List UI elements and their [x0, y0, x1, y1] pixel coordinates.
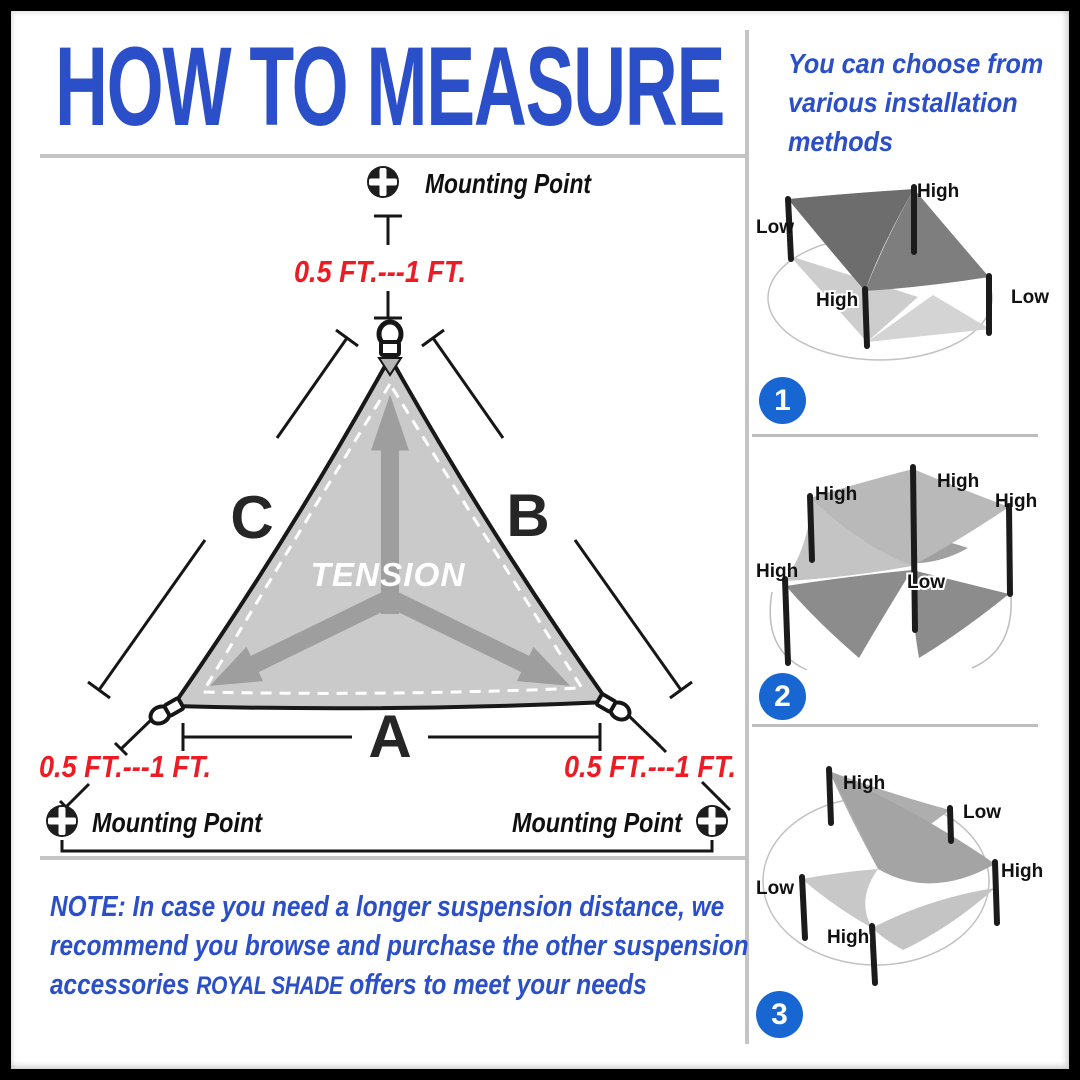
- sails-3: [802, 771, 995, 950]
- note-line-3-post: offers to meet your needs: [342, 969, 647, 1001]
- height-label: High: [995, 491, 1037, 512]
- dimension-line-b: [421, 328, 693, 700]
- note-line-2: recommend you browse and purchase the ot…: [50, 930, 749, 962]
- mounting-point-label-top: Mounting Point: [425, 168, 592, 199]
- height-label: High: [816, 290, 858, 311]
- title-divider: [40, 154, 745, 158]
- height-label: High: [843, 773, 885, 794]
- method-2-number: 2: [774, 679, 791, 713]
- sail-shadows-1: [790, 256, 990, 342]
- note-line-1: NOTE: In case you need a longer suspensi…: [50, 891, 725, 923]
- leader-lines-bottom-right: [627, 714, 732, 812]
- suspension-range-left: 0.5 FT.---1 FT.: [39, 749, 211, 784]
- note-line-3: accessories ROYAL SHADE offers to meet y…: [50, 966, 739, 1006]
- mounting-point-icon-right: [696, 805, 728, 837]
- height-label: Low: [907, 572, 945, 593]
- method-3-number: 3: [771, 997, 788, 1031]
- method-divider-1: [752, 434, 1038, 437]
- column-divider: [745, 30, 749, 1044]
- sidebar-heading: You can choose from various installation…: [788, 44, 1043, 161]
- tension-label: TENSION: [311, 556, 466, 593]
- height-label: High: [917, 181, 959, 202]
- measure-diagram: 0.5 FT.---1 FT. Mounting Point TENSION: [39, 166, 736, 853]
- sail-stitch-line: [200, 381, 585, 695]
- suspension-range-right: 0.5 FT.---1 FT.: [564, 749, 736, 784]
- height-label: Low: [1011, 287, 1049, 308]
- sidebar-heading-line-1: You can choose from: [788, 48, 1044, 79]
- installation-method-1: Low High High Low: [756, 181, 1049, 361]
- posts-3: [799, 766, 1000, 986]
- note-line-3-pre: accessories: [50, 969, 197, 1001]
- mounting-point-label-left: Mounting Point: [92, 807, 263, 838]
- posts-2: [782, 464, 1013, 666]
- note-divider: [40, 856, 745, 860]
- height-label: High: [827, 927, 869, 948]
- height-label: High: [1001, 861, 1043, 882]
- note-text: NOTE: In case you need a longer suspensi…: [50, 888, 749, 1006]
- height-label: High: [937, 471, 979, 492]
- apex-ring-hardware: [376, 319, 404, 377]
- method-2-badge: 2: [759, 673, 806, 720]
- corner-ring-left: [148, 696, 186, 726]
- brand-name: ROYAL SHADE: [196, 972, 343, 1000]
- installation-method-3: High Low High Low High: [756, 766, 1043, 986]
- mounting-point-label-right: Mounting Point: [512, 807, 683, 838]
- height-label: Low: [756, 217, 794, 238]
- height-label: High: [756, 561, 798, 582]
- posts-1: [785, 184, 992, 349]
- side-label-a: A: [368, 703, 411, 770]
- sails-1: [788, 189, 989, 291]
- method-divider-2: [752, 724, 1038, 727]
- method-1-badge: 1: [759, 377, 806, 424]
- installation-method-2: High High High High Low: [756, 464, 1037, 671]
- method-1-number: 1: [774, 383, 791, 417]
- corner-ring-right: [594, 692, 632, 722]
- page-title: HOW TO MEASURE: [55, 24, 725, 149]
- side-label-b: B: [506, 482, 549, 549]
- suspension-range-top: 0.5 FT.---1 FT.: [294, 254, 466, 289]
- sails-2: [785, 469, 1009, 581]
- height-label: Low: [756, 878, 794, 899]
- span-bracket: [60, 840, 714, 853]
- side-label-c: C: [230, 484, 273, 551]
- mounting-point-icon-left: [46, 805, 78, 837]
- method-3-badge: 3: [756, 991, 803, 1038]
- dimension-line-c: [87, 328, 359, 700]
- height-label: High: [815, 484, 857, 505]
- height-label: Low: [963, 802, 1001, 823]
- dimension-line-a: [181, 723, 602, 751]
- mounting-point-icon-top: [367, 166, 399, 198]
- ground-arcs-2: [769, 584, 1012, 671]
- sidebar-heading-line-3: methods: [788, 126, 894, 157]
- sidebar-heading-line-2: various installation: [788, 87, 1018, 118]
- top-suspension-dimension: [374, 214, 402, 320]
